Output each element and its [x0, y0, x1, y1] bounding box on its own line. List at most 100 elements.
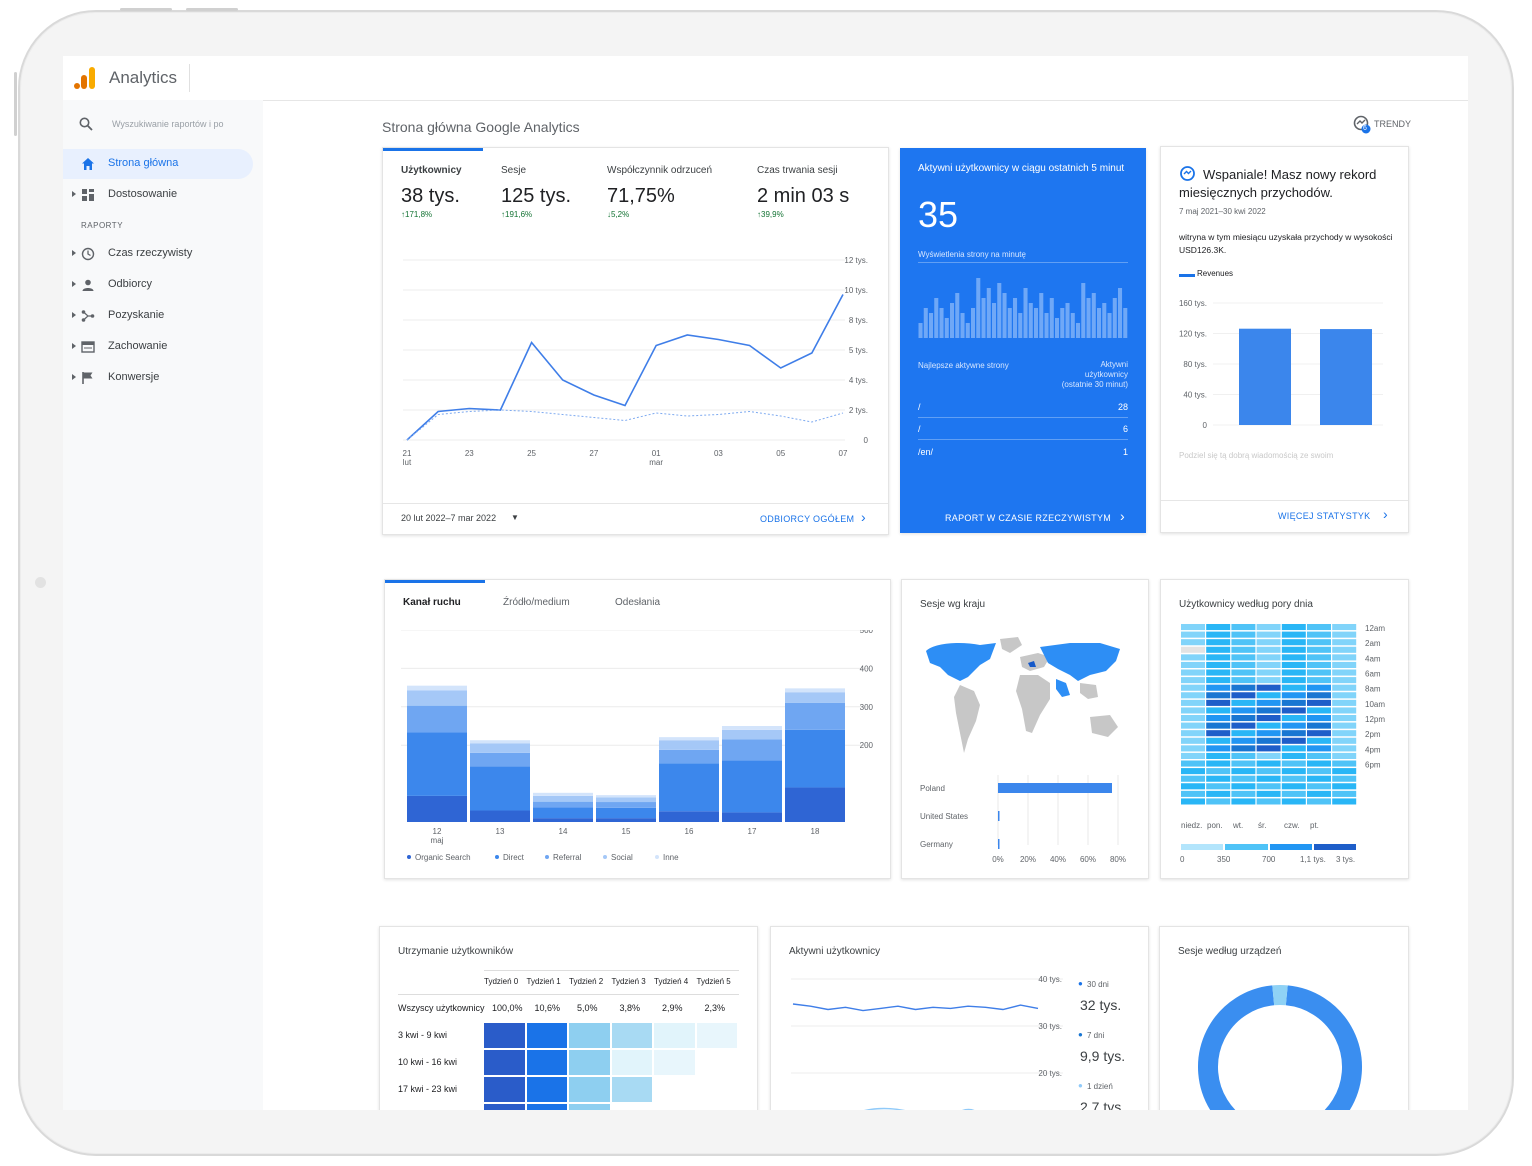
search-input[interactable]: Wyszukiwanie raportów i po — [112, 119, 224, 129]
heatmap-cell — [1307, 677, 1331, 684]
bar-segment — [722, 760, 782, 813]
heatmap-cell — [1256, 790, 1281, 797]
column-header: Tydzień 5 — [696, 977, 731, 986]
category-label: Germany — [920, 840, 953, 849]
sidebar-item-conversions[interactable]: Konwersje — [63, 363, 263, 393]
search-bar[interactable]: Wyszukiwanie raportów i po — [63, 112, 263, 136]
sidebar-item-customize[interactable]: Dostosowanie — [63, 180, 263, 210]
retention-cell — [696, 1023, 737, 1048]
day-label: czw. — [1284, 821, 1300, 830]
metric-change: ↑191,6% — [501, 210, 533, 219]
heatmap-cell — [1231, 646, 1256, 653]
heatmap-cell — [1281, 798, 1306, 805]
hour-label: 8am — [1365, 685, 1381, 694]
trends-button[interactable]: 6 TRENDY — [1350, 114, 1411, 136]
realtime-card: Aktywni użytkownicy w ciągu ostatnich 5 … — [900, 148, 1146, 533]
heatmap-cell — [1181, 760, 1205, 767]
card-title: Sesje wg kraju — [920, 599, 986, 610]
app-screen: Analytics Wyszukiwanie raportów i po Str… — [63, 56, 1468, 1110]
y-tick-label: 200 — [860, 741, 874, 750]
sidebar-item-label: Odbiorcy — [108, 278, 153, 290]
sessions-by-country-bar-chart: 0% 20% 40% 60% 80% Poland United States Germany — [920, 775, 1126, 864]
table-cell: 5,0% — [577, 1003, 598, 1013]
tab-source-medium[interactable]: Źródło/medium — [503, 597, 570, 608]
day-label: pon. — [1207, 821, 1223, 830]
heatmap-cell — [1332, 752, 1357, 759]
heatmap-cell — [1206, 692, 1231, 699]
insights-icon — [1180, 166, 1195, 181]
heatmap-cell — [1307, 684, 1331, 691]
column-header: Tydzień 1 — [526, 977, 561, 986]
heatmap-cell — [1256, 639, 1281, 646]
tab-referrals[interactable]: Odesłania — [615, 597, 661, 608]
bar — [1060, 308, 1065, 338]
sidebar-item-label: Dostosowanie — [108, 188, 178, 200]
bar-segment — [722, 726, 782, 730]
heatmap-cell — [1206, 699, 1231, 706]
y-tick-label: 4 tys. — [849, 376, 868, 385]
heatmap-cell — [1206, 768, 1231, 775]
heatmap-cell — [1231, 783, 1256, 790]
user-retention-card: Utrzymanie użytkowników Tydzień 0 Tydzień… — [379, 926, 758, 1110]
sidebar-item-realtime[interactable]: Czas rzeczywisty — [63, 239, 263, 269]
users-by-time-card: Użytkownicy według pory dnia 12am 2am 4am 6… — [1160, 579, 1409, 879]
bar — [1112, 298, 1117, 338]
bar — [1102, 303, 1107, 338]
sidebar-item-behavior[interactable]: Zachowanie — [63, 332, 263, 362]
expand-caret-icon — [72, 312, 76, 318]
metric-change: ↓5,2% — [607, 210, 630, 219]
retention-cell — [611, 1077, 652, 1102]
retention-cell — [484, 1023, 525, 1048]
heatmap-cell — [1206, 745, 1231, 752]
y-tick-label: 10 tys. — [844, 286, 868, 295]
heatmap-cell — [1332, 677, 1357, 684]
x-tick-label: 03 — [714, 449, 723, 458]
heatmap-cell — [1256, 654, 1281, 661]
heatmap-cell — [1181, 639, 1205, 646]
heatmap-cell — [1281, 783, 1306, 790]
heatmap-cell — [1256, 624, 1281, 631]
sidebar-item-acquisition[interactable]: Pozyskanie — [63, 301, 263, 331]
sidebar-item-home[interactable]: Strona główna — [63, 149, 253, 179]
bar — [1002, 293, 1007, 338]
heatmap-cell — [1231, 775, 1256, 782]
heatmap-cell — [1281, 715, 1306, 722]
legend-dot: ● — [1078, 979, 1083, 988]
realtime-value: 35 — [918, 194, 959, 235]
bar — [1013, 298, 1018, 338]
sidebar-item-label: Strona główna — [108, 157, 179, 169]
x-tick-label: 01 — [652, 449, 661, 458]
retention-header: Tydzień 0 Tydzień 1 Tydzień 2 Tydzień 3 Tydz… — [484, 977, 739, 989]
heatmap-cell — [1307, 639, 1331, 646]
tab-channel[interactable]: Kanał ruchu — [403, 597, 461, 608]
bar-segment — [533, 807, 593, 819]
overview-card: Użytkownicy 38 tys. ↑171,8% Sesje 125 ty… — [382, 147, 889, 535]
device-button — [186, 8, 238, 11]
metric-change: ↑171,8% — [401, 210, 433, 219]
world-map[interactable] — [920, 635, 1132, 760]
heatmap-cell — [1332, 745, 1357, 752]
heatmap-cell — [1332, 631, 1357, 638]
sidebar-item-audience[interactable]: Odbiorcy — [63, 270, 263, 300]
heatmap-cell — [1206, 760, 1231, 767]
active-users-header: Aktywni — [1100, 360, 1128, 369]
bar-segment — [722, 729, 782, 740]
x-tick-label: 05 — [776, 449, 785, 458]
heatmap-cell — [1206, 684, 1231, 691]
x-tick-label: 14 — [559, 827, 568, 836]
series-line — [961, 1108, 975, 1110]
category-label: Poland — [920, 784, 945, 793]
x-tick-label: 23 — [465, 449, 474, 458]
heatmap-cell — [1307, 760, 1331, 767]
active-metric-indicator — [383, 148, 483, 151]
trends-badge: 6 — [1363, 125, 1367, 132]
legend-label: Inne — [663, 853, 679, 862]
bar — [1044, 313, 1049, 338]
heatmap-cell — [1231, 715, 1256, 722]
heatmap-cell — [1281, 669, 1306, 676]
heatmap-cell — [1307, 669, 1331, 676]
device-button — [14, 72, 17, 136]
bar — [960, 313, 965, 338]
heatmap-cell — [1206, 639, 1231, 646]
column-header: Tydzień 3 — [611, 977, 646, 986]
